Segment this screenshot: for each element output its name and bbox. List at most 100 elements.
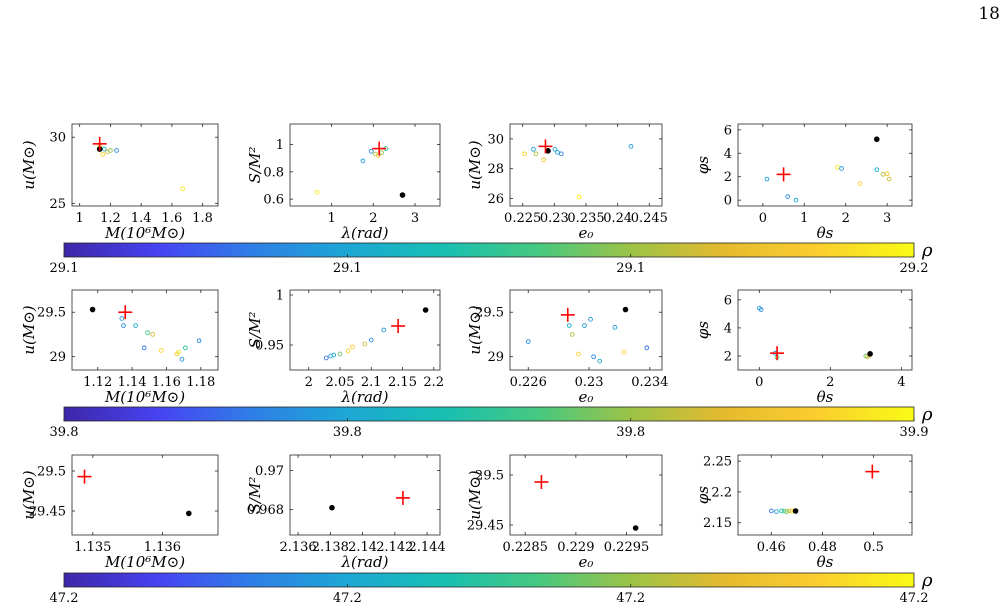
colorbar-gradient [63,406,915,422]
axes-box [289,289,441,371]
sample-point [541,157,546,163]
y-tick-label: 2 [724,170,732,185]
x-tick-label: 1.8 [192,211,213,226]
x-tick-label: 0.226 [510,375,547,390]
best-fit-point [545,148,551,154]
colorbar-tick-label: 47.2 [50,591,79,606]
colorbar-label: ρ [921,404,933,425]
x-axis-label: M(10⁶M⊙) [104,388,185,406]
x-axis-label: θs [817,224,834,242]
x-axis-label: θs [817,388,834,406]
x-tick-label: 2 [369,211,377,226]
colorbar-0: 29.1 29.1 29.1 29.2ρ [50,240,933,276]
y-axis-label: u(M⊙) [20,140,38,189]
x-tick-label: 1 [328,211,336,226]
colorbar-tick-label: 39.8 [333,425,362,440]
x-tick-label: 0 [759,211,767,226]
sample-point [323,355,329,361]
x-axis-label: θs [817,553,834,571]
x-tick-label: 2.15 [388,375,417,390]
colorbar-tick-label: 29.1 [616,261,645,276]
sample-point [179,356,185,362]
y-axis-label: u(M⊙) [466,470,484,519]
sample-point [525,339,531,344]
x-tick-label: 2.1 [361,375,382,390]
sample-point [628,144,634,149]
sample-point [576,351,581,357]
sample-point [785,194,791,199]
page-number: 18 [978,4,1000,24]
y-tick-label: 28 [487,162,504,177]
best-fit-point [867,351,873,357]
y-axis-label: S/M² [246,312,264,349]
x-tick-label: 1.12 [83,375,112,390]
x-tick-label: 1.14 [118,375,147,390]
x-tick-label: 0.23 [540,211,569,226]
y-tick-label: 29.5 [37,465,66,480]
sample-point [133,323,138,328]
y-tick-label: 29.5 [475,306,504,321]
x-tick-label: 1.4 [131,211,152,226]
sample-point [100,152,106,157]
y-axis-label: φs [694,486,712,505]
panel-6: 0.226 0.23 0.234 29 29.5 e₀ u(M⊙) [466,289,668,406]
y-tick-label: 29 [487,350,504,365]
y-tick-label: 26 [487,192,504,207]
best-fit-point [873,136,880,143]
sample-point [368,337,374,343]
x-tick-label: 4 [897,375,905,390]
colorbar-label: ρ [921,570,933,591]
sample-point [183,345,188,351]
x-tick-label: 1.135 [74,540,111,555]
sample-point [786,508,792,514]
sample-point [784,509,789,514]
sample-point [781,508,787,514]
sample-point [522,151,527,157]
sample-point [793,197,799,203]
axes-box [71,289,219,371]
y-tick-label: 29.5 [475,469,504,484]
sample-point [381,327,387,333]
x-tick-label: 2.05 [326,375,355,390]
sample-point [101,146,107,152]
x-tick-label: 1.2 [100,211,121,226]
y-tick-label: 0.968 [247,503,284,518]
colorbar-tick-label: 47.2 [900,591,929,606]
y-tick-label: 2.25 [703,455,732,470]
y-axis-label: φs [694,156,712,175]
sample-point [196,338,202,344]
x-tick-label: 1.16 [152,375,181,390]
sample-point [180,186,186,192]
sample-point [314,189,320,195]
x-tick-label: 2 [826,375,834,390]
best-fit-point [186,510,192,517]
y-tick-label: 2.2 [711,485,732,500]
sample-point [566,323,572,328]
y-tick-label: 4 [724,147,732,162]
x-tick-label: 0 [755,375,763,390]
axes-box [289,454,441,536]
y-tick-label: 29 [49,350,66,365]
sample-point [835,164,840,170]
sample-point [158,348,164,353]
x-tick-label: 0.2295 [604,540,650,555]
sample-point [774,509,779,514]
x-tick-label: 0.225 [504,211,541,226]
x-tick-label: 3 [883,211,891,226]
sample-point [576,194,582,200]
sample-point [857,181,863,187]
y-axis-label: u(M⊙) [20,305,38,354]
sample-point [121,323,126,328]
x-tick-label: 0.235 [567,211,604,226]
colorbar-gradient [63,242,915,258]
sample-point [588,316,593,322]
x-tick-label: 2.144 [408,540,445,555]
x-tick-label: 2.14 [348,540,377,555]
best-fit-point [632,525,639,531]
y-tick-label: 1 [276,138,284,153]
sample-point [141,345,147,351]
best-fit-point [792,508,799,514]
